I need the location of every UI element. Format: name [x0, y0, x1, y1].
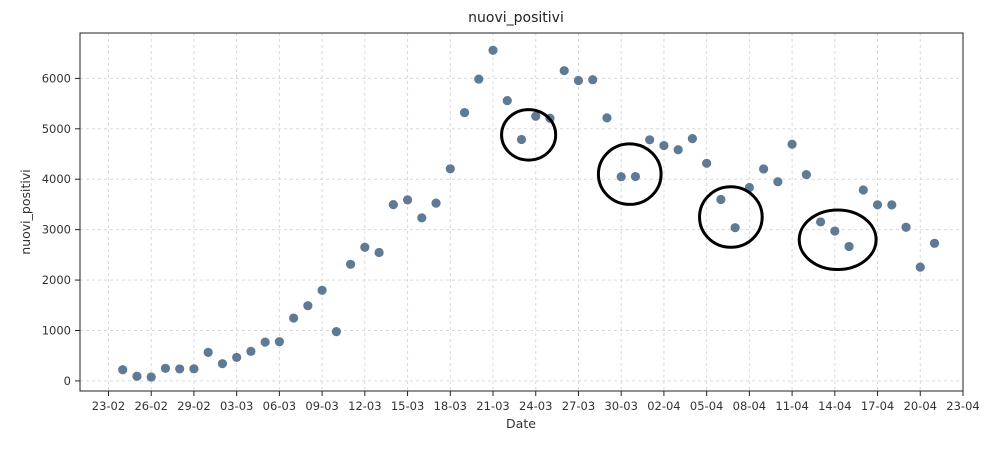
data-point [844, 242, 853, 251]
x-tick-label: 29-02 [177, 399, 210, 413]
x-tick-label: 02-04 [647, 399, 680, 413]
data-point [830, 226, 839, 235]
y-tick-label: 1000 [42, 323, 71, 337]
y-tick-label: 5000 [42, 122, 71, 136]
highlight-circle [799, 210, 876, 269]
x-tick-label: 26-02 [134, 399, 167, 413]
data-point [802, 170, 811, 179]
data-point [318, 286, 327, 295]
data-point [460, 108, 469, 117]
y-axis-ticks: 0 1000 2000 3000 4000 5000 6000 [42, 71, 80, 388]
data-point [688, 134, 697, 143]
data-point [859, 185, 868, 194]
data-point [346, 260, 355, 269]
x-tick-label: 23-04 [946, 399, 979, 413]
x-tick-label: 17-04 [861, 399, 894, 413]
y-tick-label: 6000 [42, 71, 71, 85]
data-point [916, 263, 925, 272]
data-point [631, 172, 640, 181]
data-point [474, 74, 483, 83]
data-point [275, 337, 284, 346]
data-point [773, 177, 782, 186]
data-point [901, 223, 910, 232]
x-tick-label: 30-03 [604, 399, 637, 413]
data-point [588, 75, 597, 84]
x-tick-label: 14-04 [818, 399, 851, 413]
data-point [446, 164, 455, 173]
data-point [374, 248, 383, 257]
x-axis-title: Date [506, 416, 536, 431]
data-point [417, 213, 426, 222]
data-point [602, 113, 611, 122]
data-point [503, 96, 512, 105]
x-tick-label: 15-03 [391, 399, 424, 413]
data-point [787, 140, 796, 149]
data-point [645, 135, 654, 144]
x-tick-label: 23-02 [92, 399, 125, 413]
x-tick-label: 06-03 [263, 399, 296, 413]
data-point [360, 243, 369, 252]
data-point [887, 200, 896, 209]
plot-frame [80, 33, 963, 391]
data-point [659, 141, 668, 150]
x-tick-label: 08-04 [733, 399, 766, 413]
data-point [147, 372, 156, 381]
data-point [674, 145, 683, 154]
data-point [759, 164, 768, 173]
data-point [560, 66, 569, 75]
data-point [189, 364, 198, 373]
x-tick-label: 12-03 [348, 399, 381, 413]
x-tick-label: 24-03 [519, 399, 552, 413]
data-point [731, 223, 740, 232]
data-point [431, 199, 440, 208]
chart-title: nuovi_positivi [468, 10, 564, 26]
x-tick-label: 27-03 [562, 399, 595, 413]
data-point [303, 301, 312, 310]
data-point [816, 217, 825, 226]
data-point [175, 364, 184, 373]
data-point [289, 313, 298, 322]
data-point [161, 364, 170, 373]
y-tick-label: 4000 [42, 172, 71, 186]
data-point [517, 135, 526, 144]
highlight-circle [598, 144, 661, 205]
data-point [403, 195, 412, 204]
data-point [132, 372, 141, 381]
data-point [617, 172, 626, 181]
data-point [218, 359, 227, 368]
x-tick-label: 18-03 [434, 399, 467, 413]
highlight-circles [502, 110, 877, 270]
x-tick-label: 05-04 [690, 399, 723, 413]
y-axis-title: nuovi_positivi [18, 169, 33, 254]
data-point [232, 353, 241, 362]
y-tick-label: 0 [64, 374, 71, 388]
x-tick-label: 11-04 [775, 399, 808, 413]
grid [80, 33, 963, 391]
data-point [574, 76, 583, 85]
data-point [332, 327, 341, 336]
y-tick-label: 2000 [42, 273, 71, 287]
data-point [930, 239, 939, 248]
x-axis-ticks: 23-02 26-02 29-02 03-03 06-03 09-03 12-03 15-03… [92, 391, 980, 413]
data-point [488, 46, 497, 55]
data-point [118, 365, 127, 374]
x-tick-label: 20-04 [904, 399, 937, 413]
data-point [716, 195, 725, 204]
data-point [204, 348, 213, 357]
data-point [702, 159, 711, 168]
data-point [873, 200, 882, 209]
x-tick-label: 09-03 [305, 399, 338, 413]
x-tick-label: 03-03 [220, 399, 253, 413]
highlight-circle [700, 187, 763, 248]
y-tick-label: 3000 [42, 223, 71, 237]
data-point [261, 338, 270, 347]
data-point [389, 200, 398, 209]
x-tick-label: 21-03 [476, 399, 509, 413]
highlight-circle [502, 110, 556, 160]
data-point [246, 347, 255, 356]
